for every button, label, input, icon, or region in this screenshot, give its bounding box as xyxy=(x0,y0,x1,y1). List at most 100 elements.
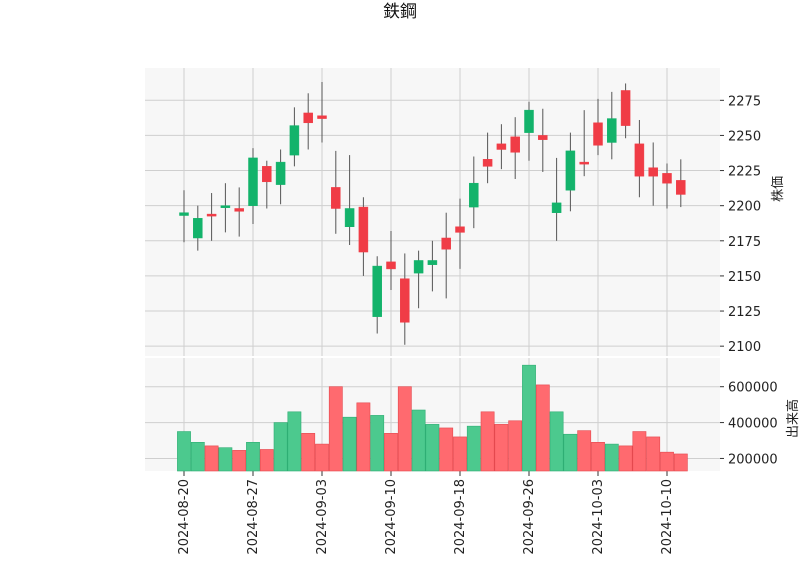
candle xyxy=(538,108,548,172)
price-tick-label: 2150 xyxy=(728,270,761,285)
candle xyxy=(634,119,645,198)
candle xyxy=(358,197,369,276)
candle xyxy=(593,98,603,156)
candle-body xyxy=(331,187,341,209)
candle xyxy=(441,212,451,299)
candle-body xyxy=(565,150,576,191)
volume-bar xyxy=(591,442,605,472)
volume-bar xyxy=(508,420,523,472)
volume-bar xyxy=(425,424,440,472)
volume-tick-label: 200000 xyxy=(728,452,778,467)
volume-bar xyxy=(618,445,633,472)
candle-body xyxy=(234,208,244,212)
volume-bar xyxy=(190,442,205,472)
candle xyxy=(676,159,686,208)
candle xyxy=(372,256,382,334)
candle xyxy=(510,117,520,179)
volume-bar xyxy=(370,415,385,472)
candle xyxy=(220,183,231,233)
volume-bar xyxy=(301,433,316,472)
volume-bar xyxy=(646,436,661,472)
price-tick-label: 2225 xyxy=(728,165,761,180)
volume-axis-title: 出来高 xyxy=(785,399,800,438)
candle xyxy=(648,142,658,206)
candle-body xyxy=(676,180,686,195)
volume-bar xyxy=(356,402,371,472)
candle-body xyxy=(455,226,465,233)
volume-bar xyxy=(604,443,619,472)
x-tick-label: 2024-09-03 xyxy=(315,479,330,555)
candle-body xyxy=(220,205,231,208)
price-tick-label: 2175 xyxy=(728,235,761,250)
candle-body xyxy=(607,118,617,143)
candle xyxy=(455,198,465,269)
candle-body xyxy=(634,143,645,177)
volume-bar xyxy=(177,431,191,472)
candle-body xyxy=(413,260,424,274)
candle xyxy=(289,107,300,167)
x-tick-label: 2024-10-10 xyxy=(660,479,675,555)
candle xyxy=(413,250,424,309)
chart-title: 鉄鋼 xyxy=(383,2,417,22)
x-tick-label: 2024-10-03 xyxy=(591,479,606,555)
candle xyxy=(400,253,410,345)
volume-bar xyxy=(439,427,454,472)
candle-body xyxy=(469,182,479,208)
volume-tick-label: 600000 xyxy=(728,381,778,396)
candle-body xyxy=(317,115,327,119)
candle xyxy=(496,124,507,170)
candle xyxy=(344,155,355,246)
volume-tick-label: 400000 xyxy=(728,417,778,432)
candle-body xyxy=(206,213,217,217)
candle-body xyxy=(372,265,382,317)
candle xyxy=(565,132,576,212)
x-tick-label: 2024-09-26 xyxy=(522,479,537,555)
candle-body xyxy=(275,161,286,185)
candle xyxy=(427,240,438,292)
volume-bar xyxy=(246,442,260,472)
volume-bar xyxy=(632,431,647,472)
candle-body xyxy=(662,173,672,184)
volume-bar xyxy=(673,453,688,472)
volume-bar xyxy=(232,450,247,472)
candle xyxy=(386,230,396,290)
candle-body xyxy=(303,112,313,124)
price-panel-background xyxy=(145,68,720,356)
volume-bar xyxy=(466,425,481,472)
volume-bar xyxy=(522,364,536,472)
candle-body xyxy=(510,136,520,153)
candle xyxy=(179,190,189,243)
volume-bar xyxy=(535,384,550,472)
candle xyxy=(469,156,479,229)
x-tick-label: 2024-09-10 xyxy=(384,479,399,555)
volume-bar xyxy=(273,422,288,472)
volume-bar xyxy=(204,445,219,472)
volume-bar xyxy=(287,411,302,472)
candle-body xyxy=(427,260,438,265)
candle xyxy=(206,193,217,241)
candle-body xyxy=(593,122,603,146)
volume-bar xyxy=(411,409,426,472)
candle xyxy=(234,187,244,237)
price-tick-label: 2275 xyxy=(728,94,761,109)
candle-body xyxy=(524,109,534,133)
volume-bar xyxy=(660,451,674,472)
candle-body xyxy=(482,159,493,167)
volume-bar xyxy=(494,424,509,472)
candle-body xyxy=(386,261,396,270)
candle-body xyxy=(179,212,189,216)
candle xyxy=(662,163,672,209)
candle xyxy=(482,132,493,184)
candle xyxy=(275,149,286,205)
price-tick-label: 2125 xyxy=(728,305,761,320)
candle-body xyxy=(441,237,451,250)
candle-body xyxy=(648,167,658,177)
candle-body xyxy=(620,90,631,126)
volume-bar xyxy=(342,416,357,472)
candle-body xyxy=(289,125,300,156)
candle xyxy=(317,82,327,143)
price-tick-label: 2250 xyxy=(728,129,761,144)
candle xyxy=(524,101,534,161)
volume-panel: 200000 400000 600000 xyxy=(145,358,778,476)
